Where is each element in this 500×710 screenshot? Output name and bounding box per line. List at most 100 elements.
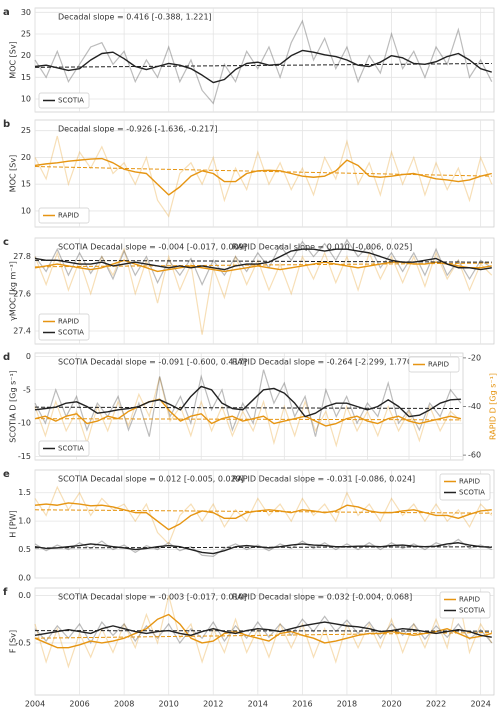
y2-tick-label: -60 xyxy=(468,451,481,460)
y-tick-label: 0.0 xyxy=(18,574,31,583)
x-tick-label: 2016 xyxy=(292,700,312,709)
y-tick-label: 25 xyxy=(21,30,31,39)
legend-box xyxy=(439,473,491,501)
y-tick-label: 0.5 xyxy=(18,545,31,554)
annotation: SCOTIA Decadal slope = -0.091 [-0.600, 0… xyxy=(58,358,247,367)
annotation: RAPID Decadal slope = -0.031 [-0.086, 0.… xyxy=(232,475,415,484)
smooth-line xyxy=(34,502,492,531)
y-tick-label: 10 xyxy=(21,206,31,215)
x-tick-label: 2012 xyxy=(203,700,223,709)
legend-label: SCOTIA xyxy=(58,97,84,105)
raw-line xyxy=(34,377,462,448)
y-tick-label: 27.8 xyxy=(13,252,31,261)
raw-line xyxy=(34,238,493,286)
annotation: RAPID Decadal slope = 0.032 [-0.004, 0.0… xyxy=(232,593,412,602)
raw-line xyxy=(34,19,493,105)
y-tick-label: -15 xyxy=(18,452,31,461)
annotation: RAPID Decadal slope = 0.010 [-0.006, 0.0… xyxy=(232,243,412,252)
x-tick-label: 2024 xyxy=(470,700,490,709)
y-axis-label: F [Sv] xyxy=(9,630,18,653)
y2-tick-label: -20 xyxy=(468,353,481,362)
y2-axis-label: RAPID D [Gg s⁻¹] xyxy=(489,373,498,440)
raw-line xyxy=(34,135,493,218)
x-tick-label: 2010 xyxy=(159,700,179,709)
y-tick-label: 20 xyxy=(21,153,31,162)
y-tick-label: 0 xyxy=(26,352,31,361)
trend-line xyxy=(34,406,461,410)
trend-line xyxy=(34,632,492,639)
y-tick-label: -0.5 xyxy=(15,638,31,647)
legend-label: RAPID xyxy=(428,361,449,369)
legend-label: SCOTIA xyxy=(58,329,84,337)
x-tick-label: 2018 xyxy=(337,700,357,709)
panel-label: f xyxy=(3,587,8,598)
legend-label: SCOTIA xyxy=(459,489,485,497)
legend-label: RAPID xyxy=(58,212,79,220)
legend-label: SCOTIA xyxy=(58,445,84,453)
y-axis-label: γMOC [kg m⁻³] xyxy=(9,261,18,321)
smooth-line xyxy=(34,49,492,84)
y-tick-label: 1.0 xyxy=(18,517,31,526)
smooth-line xyxy=(34,385,461,418)
plot-area xyxy=(34,7,495,113)
raw-line xyxy=(34,595,493,669)
raw-line xyxy=(34,485,493,545)
y-axis-label: MOC [Sv] xyxy=(9,155,18,192)
legend-box xyxy=(38,440,90,457)
legend-box xyxy=(38,92,90,109)
y-tick-label: 15 xyxy=(21,180,31,189)
y-tick-label: 27.4 xyxy=(13,326,31,335)
legend-box xyxy=(38,207,90,224)
x-tick-label: 2006 xyxy=(69,700,89,709)
y-tick-label: 20 xyxy=(21,51,31,60)
plot-area xyxy=(34,352,464,461)
plot-area xyxy=(34,587,495,696)
x-tick-label: 2008 xyxy=(114,700,134,709)
annotation: SCOTIA Decadal slope = -0.003 [-0.017, 0… xyxy=(58,593,247,602)
y-tick-label: 15 xyxy=(21,73,31,82)
smooth-line xyxy=(34,248,492,271)
plot-area xyxy=(34,469,495,579)
annotation: Decadal slope = -0.926 [-1.636, -0.217] xyxy=(58,125,217,134)
panel-label: d xyxy=(3,352,10,363)
legend-label: RAPID xyxy=(459,478,480,486)
plot-area xyxy=(34,119,495,228)
legend-box xyxy=(408,356,460,373)
annotation: SCOTIA Decadal slope = 0.012 [-0.005, 0.… xyxy=(58,475,244,484)
panel-label: a xyxy=(3,7,10,18)
smooth-line xyxy=(34,398,462,427)
y-tick-label: 25 xyxy=(21,126,31,135)
plot-area xyxy=(34,237,495,345)
x-tick-label: 2020 xyxy=(381,700,401,709)
y-tick-label: -5 xyxy=(23,385,31,394)
x-tick-label: 2004 xyxy=(25,700,45,709)
y-tick-label: 30 xyxy=(21,8,31,17)
y-axis-label: H [PW] xyxy=(9,510,18,538)
smooth-line xyxy=(34,613,492,649)
y-tick-label: 10 xyxy=(21,95,31,104)
raw-line xyxy=(34,369,462,437)
legend-box xyxy=(38,313,90,341)
legend-box xyxy=(439,591,491,619)
x-tick-label: 2022 xyxy=(426,700,446,709)
y-tick-label: -10 xyxy=(18,419,31,428)
y-axis-label: MOC [Sv] xyxy=(9,41,18,78)
panel-label: b xyxy=(3,119,10,130)
y-axis-label: SCOTIA D [Gg s⁻¹] xyxy=(9,370,18,443)
y-tick-label: 27.6 xyxy=(13,289,31,298)
smooth-line xyxy=(34,542,492,555)
y-tick-label: 1.5 xyxy=(18,488,31,497)
x-tick-label: 2014 xyxy=(248,700,268,709)
smooth-line xyxy=(34,157,492,196)
panel-label: e xyxy=(3,469,10,480)
annotation: RAPID Decadal slope = -0.264 [-2.299, 1.… xyxy=(232,358,415,367)
annotation: Decadal slope = 0.416 [-0.388, 1.221] xyxy=(58,13,212,22)
legend-label: RAPID xyxy=(459,596,480,604)
legend-label: SCOTIA xyxy=(459,607,485,615)
smooth-line xyxy=(34,621,492,638)
annotation: SCOTIA Decadal slope = -0.004 [-0.017, 0… xyxy=(58,243,247,252)
trend-line xyxy=(34,509,492,514)
panel-label: c xyxy=(3,237,9,248)
y2-tick-label: -40 xyxy=(468,402,481,411)
